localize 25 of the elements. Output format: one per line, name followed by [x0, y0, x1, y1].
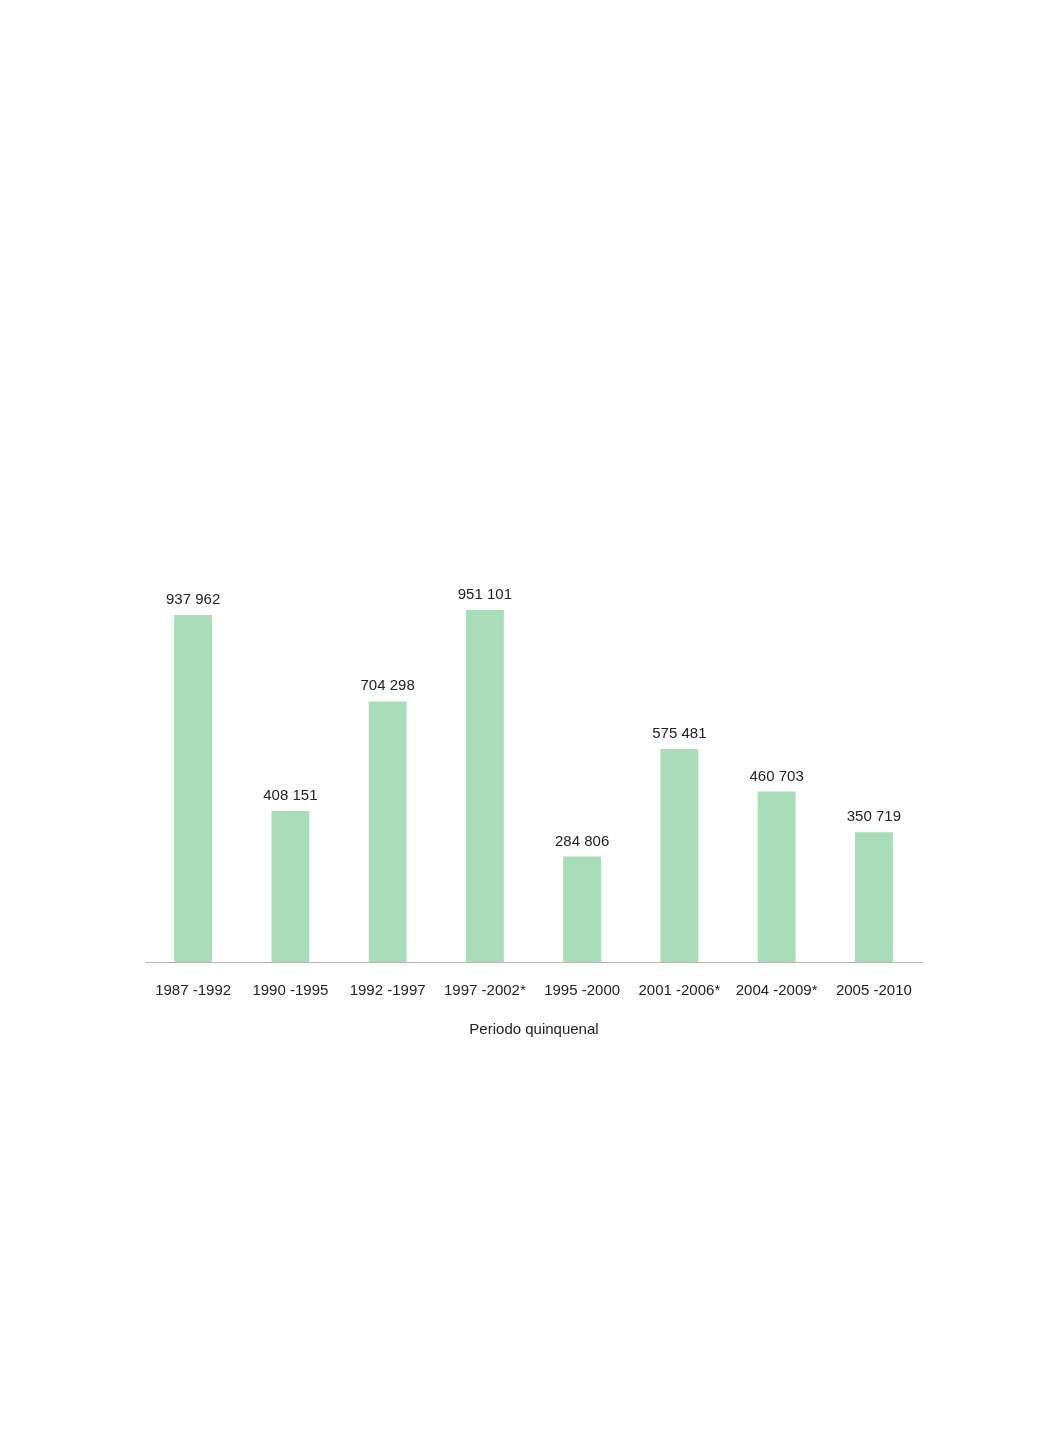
x-tick-label: 2005 -2010 — [835, 980, 912, 998]
data-label: 460 703 — [749, 766, 804, 784]
bar — [368, 701, 407, 962]
data-label: 408 151 — [263, 785, 318, 803]
bar — [757, 791, 796, 962]
bar — [660, 749, 699, 962]
data-label: 937 962 — [166, 589, 221, 607]
data-label: 284 806 — [555, 831, 610, 849]
x-tick-label: 2001 -2006* — [638, 980, 721, 998]
data-label: 704 298 — [360, 676, 415, 694]
x-tick-label: 1997 -2002* — [444, 980, 526, 998]
x-tick-label: 1992 -1997 — [349, 980, 426, 998]
x-axis-title: Periodo quinquenal — [469, 1019, 599, 1037]
data-label: 951 101 — [457, 585, 512, 603]
x-tick-label: 1987 -1992 — [155, 980, 232, 998]
bar — [271, 810, 310, 962]
x-tick-label: 1990 -1995 — [252, 980, 329, 998]
data-label: 350 719 — [846, 807, 901, 825]
bar — [465, 610, 504, 962]
bar — [174, 614, 213, 962]
bar — [563, 856, 602, 962]
x-tick-label: 1995 -2000 — [544, 980, 621, 998]
bar — [854, 832, 893, 962]
data-label: 575 481 — [652, 724, 707, 742]
x-tick-label: 2004 -2009* — [735, 980, 818, 998]
